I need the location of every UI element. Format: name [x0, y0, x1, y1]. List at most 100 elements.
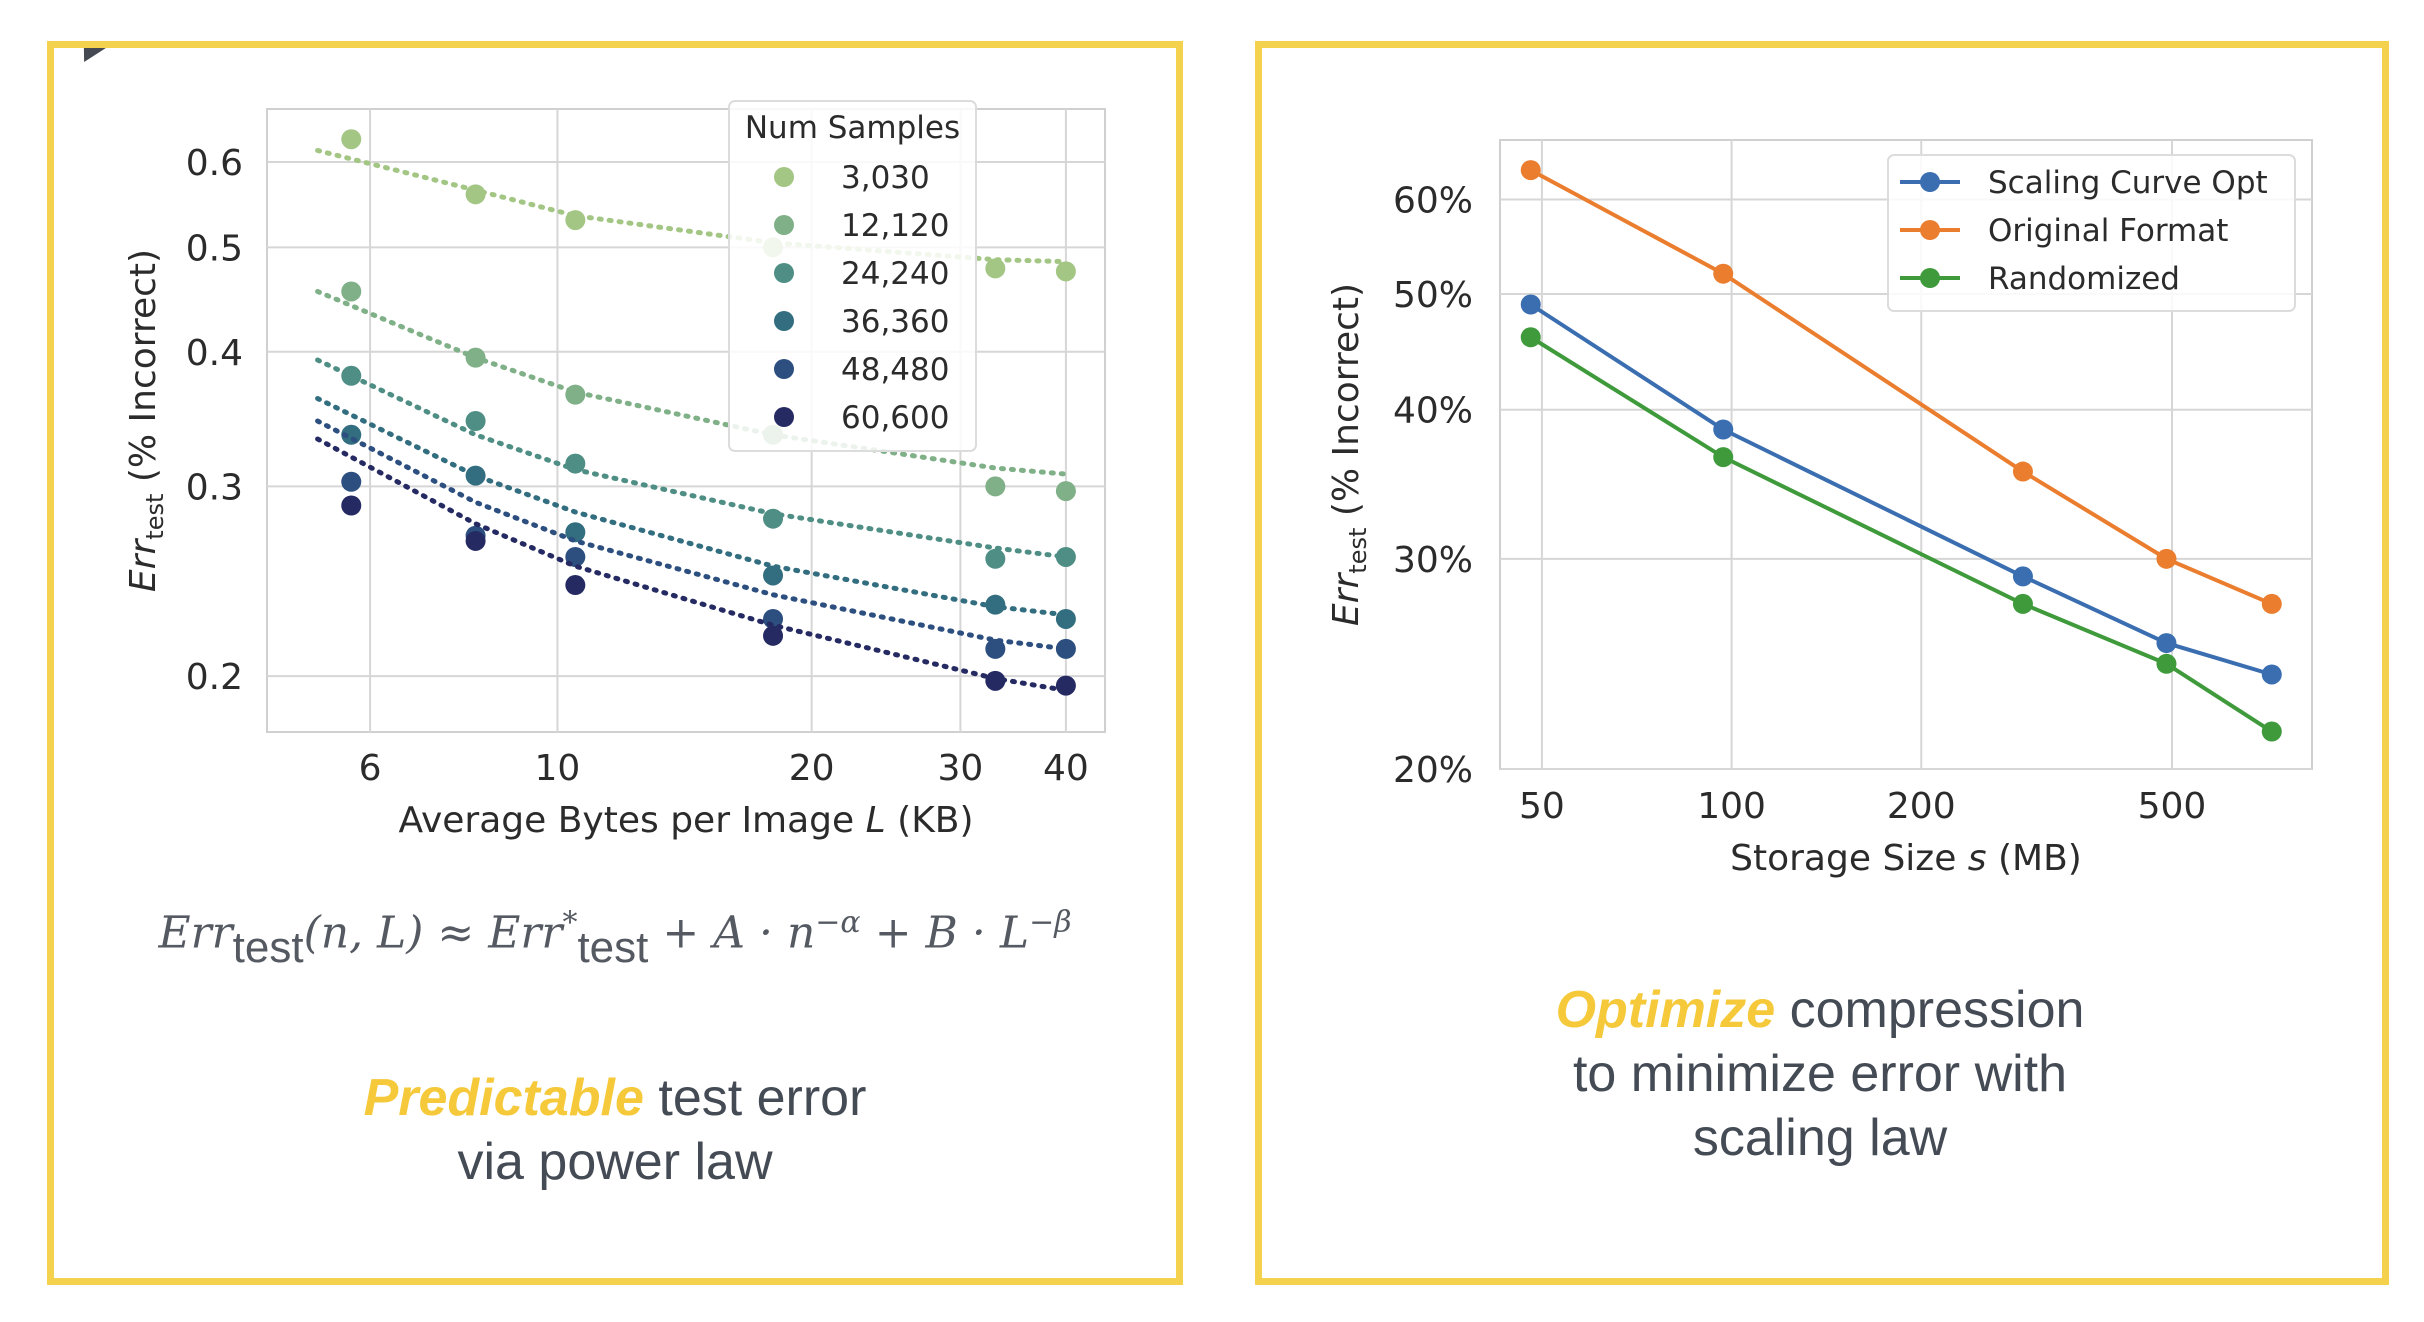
legend-label: 24,240: [841, 256, 949, 292]
legend-marker: [774, 263, 794, 283]
y-tick-label: 60%: [1393, 181, 1473, 222]
x-tick-label: 100: [1697, 786, 1766, 827]
data-point: [565, 210, 586, 231]
data-point: [465, 347, 486, 368]
x-tick-label: 30: [937, 748, 983, 789]
y-tick-label: 0.2: [186, 657, 243, 698]
y-axis-label: Errtest (% Incorrect): [1326, 283, 1372, 626]
data-point: [985, 548, 1006, 569]
legend-label: Randomized: [1988, 261, 2180, 297]
legend-label: 3,030: [841, 160, 930, 196]
data-point: [2156, 633, 2177, 654]
legend-marker: [774, 167, 794, 187]
x-tick-label: 500: [2138, 786, 2207, 827]
data-point: [341, 129, 362, 150]
data-point: [565, 575, 586, 596]
left-panel: [47, 41, 1183, 1285]
legend-label: 36,360: [841, 304, 949, 340]
data-point: [465, 411, 486, 432]
data-point: [763, 508, 784, 529]
data-point: [1055, 481, 1076, 502]
data-point: [985, 594, 1006, 615]
legend-marker: [774, 311, 794, 331]
data-point: [2261, 593, 2282, 614]
data-point: [1713, 447, 1734, 468]
data-point: [1713, 419, 1734, 440]
data-point: [341, 281, 362, 302]
data-point: [763, 565, 784, 586]
data-point: [565, 384, 586, 405]
x-axis-label: Average Bytes per Image L (KB): [398, 800, 973, 841]
y-tick-label: 0.6: [186, 143, 243, 184]
legend-marker: [774, 215, 794, 235]
data-point: [2012, 593, 2033, 614]
fit-curve: [315, 357, 1069, 560]
data-point: [565, 453, 586, 474]
data-point: [2156, 548, 2177, 569]
data-point: [341, 365, 362, 386]
data-point: [1055, 608, 1076, 629]
legend-marker: [1920, 172, 1940, 192]
data-point: [465, 465, 486, 486]
x-tick-label: 6: [359, 748, 382, 789]
x-tick-label: 20: [789, 748, 835, 789]
x-axis-label: Storage Size s (MB): [1730, 838, 2082, 879]
legend-marker: [1920, 268, 1940, 288]
x-tick-label: 10: [535, 748, 581, 789]
right-caption: Optimize compression to minimize error w…: [1555, 981, 2085, 1167]
data-point: [985, 258, 1006, 279]
y-tick-label: 50%: [1393, 275, 1473, 316]
fit-curve: [315, 147, 1069, 265]
data-point: [2156, 653, 2177, 674]
legend-label: 12,120: [841, 208, 949, 244]
legend-title: Num Samples: [745, 110, 960, 146]
y-tick-label: 0.3: [186, 467, 243, 508]
y-axis-label: Errtest (% Incorrect): [123, 249, 169, 592]
caption-highlight: Predictable: [363, 1069, 644, 1127]
power-law-formula: Errtest(n, L) ≈ Err*test + A · n−α + B ·…: [158, 905, 1072, 972]
data-point: [1055, 638, 1076, 659]
data-point: [2012, 461, 2033, 482]
data-point: [1713, 263, 1734, 284]
right-panel: [1255, 41, 2389, 1285]
legend-label: 60,600: [841, 400, 949, 436]
y-tick-label: 0.4: [186, 333, 243, 374]
y-tick-label: 40%: [1393, 391, 1473, 432]
legend-box: [1887, 154, 2296, 312]
data-point: [985, 670, 1006, 691]
data-point: [1055, 261, 1076, 282]
legend-label: 48,480: [841, 352, 949, 388]
data-point: [341, 495, 362, 516]
legend-marker: [1920, 220, 1940, 240]
data-point: [763, 625, 784, 646]
data-point: [985, 638, 1006, 659]
legend-label: Original Format: [1988, 213, 2228, 249]
fit-curve: [315, 288, 1069, 477]
legend-label: Scaling Curve Opt: [1988, 165, 2268, 201]
data-point: [1520, 160, 1541, 181]
x-tick-label: 200: [1887, 786, 1956, 827]
data-point: [465, 530, 486, 551]
data-point: [341, 471, 362, 492]
data-point: [1520, 294, 1541, 315]
data-point: [2261, 721, 2282, 742]
y-tick-label: 0.5: [186, 228, 243, 269]
x-tick-label: 40: [1043, 748, 1089, 789]
data-point: [2012, 566, 2033, 587]
data-point: [1055, 546, 1076, 567]
data-point: [1055, 675, 1076, 696]
fit-curve: [315, 418, 1069, 652]
data-point: [985, 476, 1006, 497]
fit-curve: [315, 436, 1069, 693]
data-point: [2261, 664, 2282, 685]
fit-curve: [315, 395, 1069, 618]
legend-marker: [774, 359, 794, 379]
y-tick-label: 20%: [1393, 750, 1473, 791]
data-point: [465, 184, 486, 205]
x-tick-label: 50: [1519, 786, 1565, 827]
caption-highlight: Optimize: [1555, 981, 1776, 1039]
y-tick-label: 30%: [1393, 540, 1473, 581]
data-point: [1520, 327, 1541, 348]
